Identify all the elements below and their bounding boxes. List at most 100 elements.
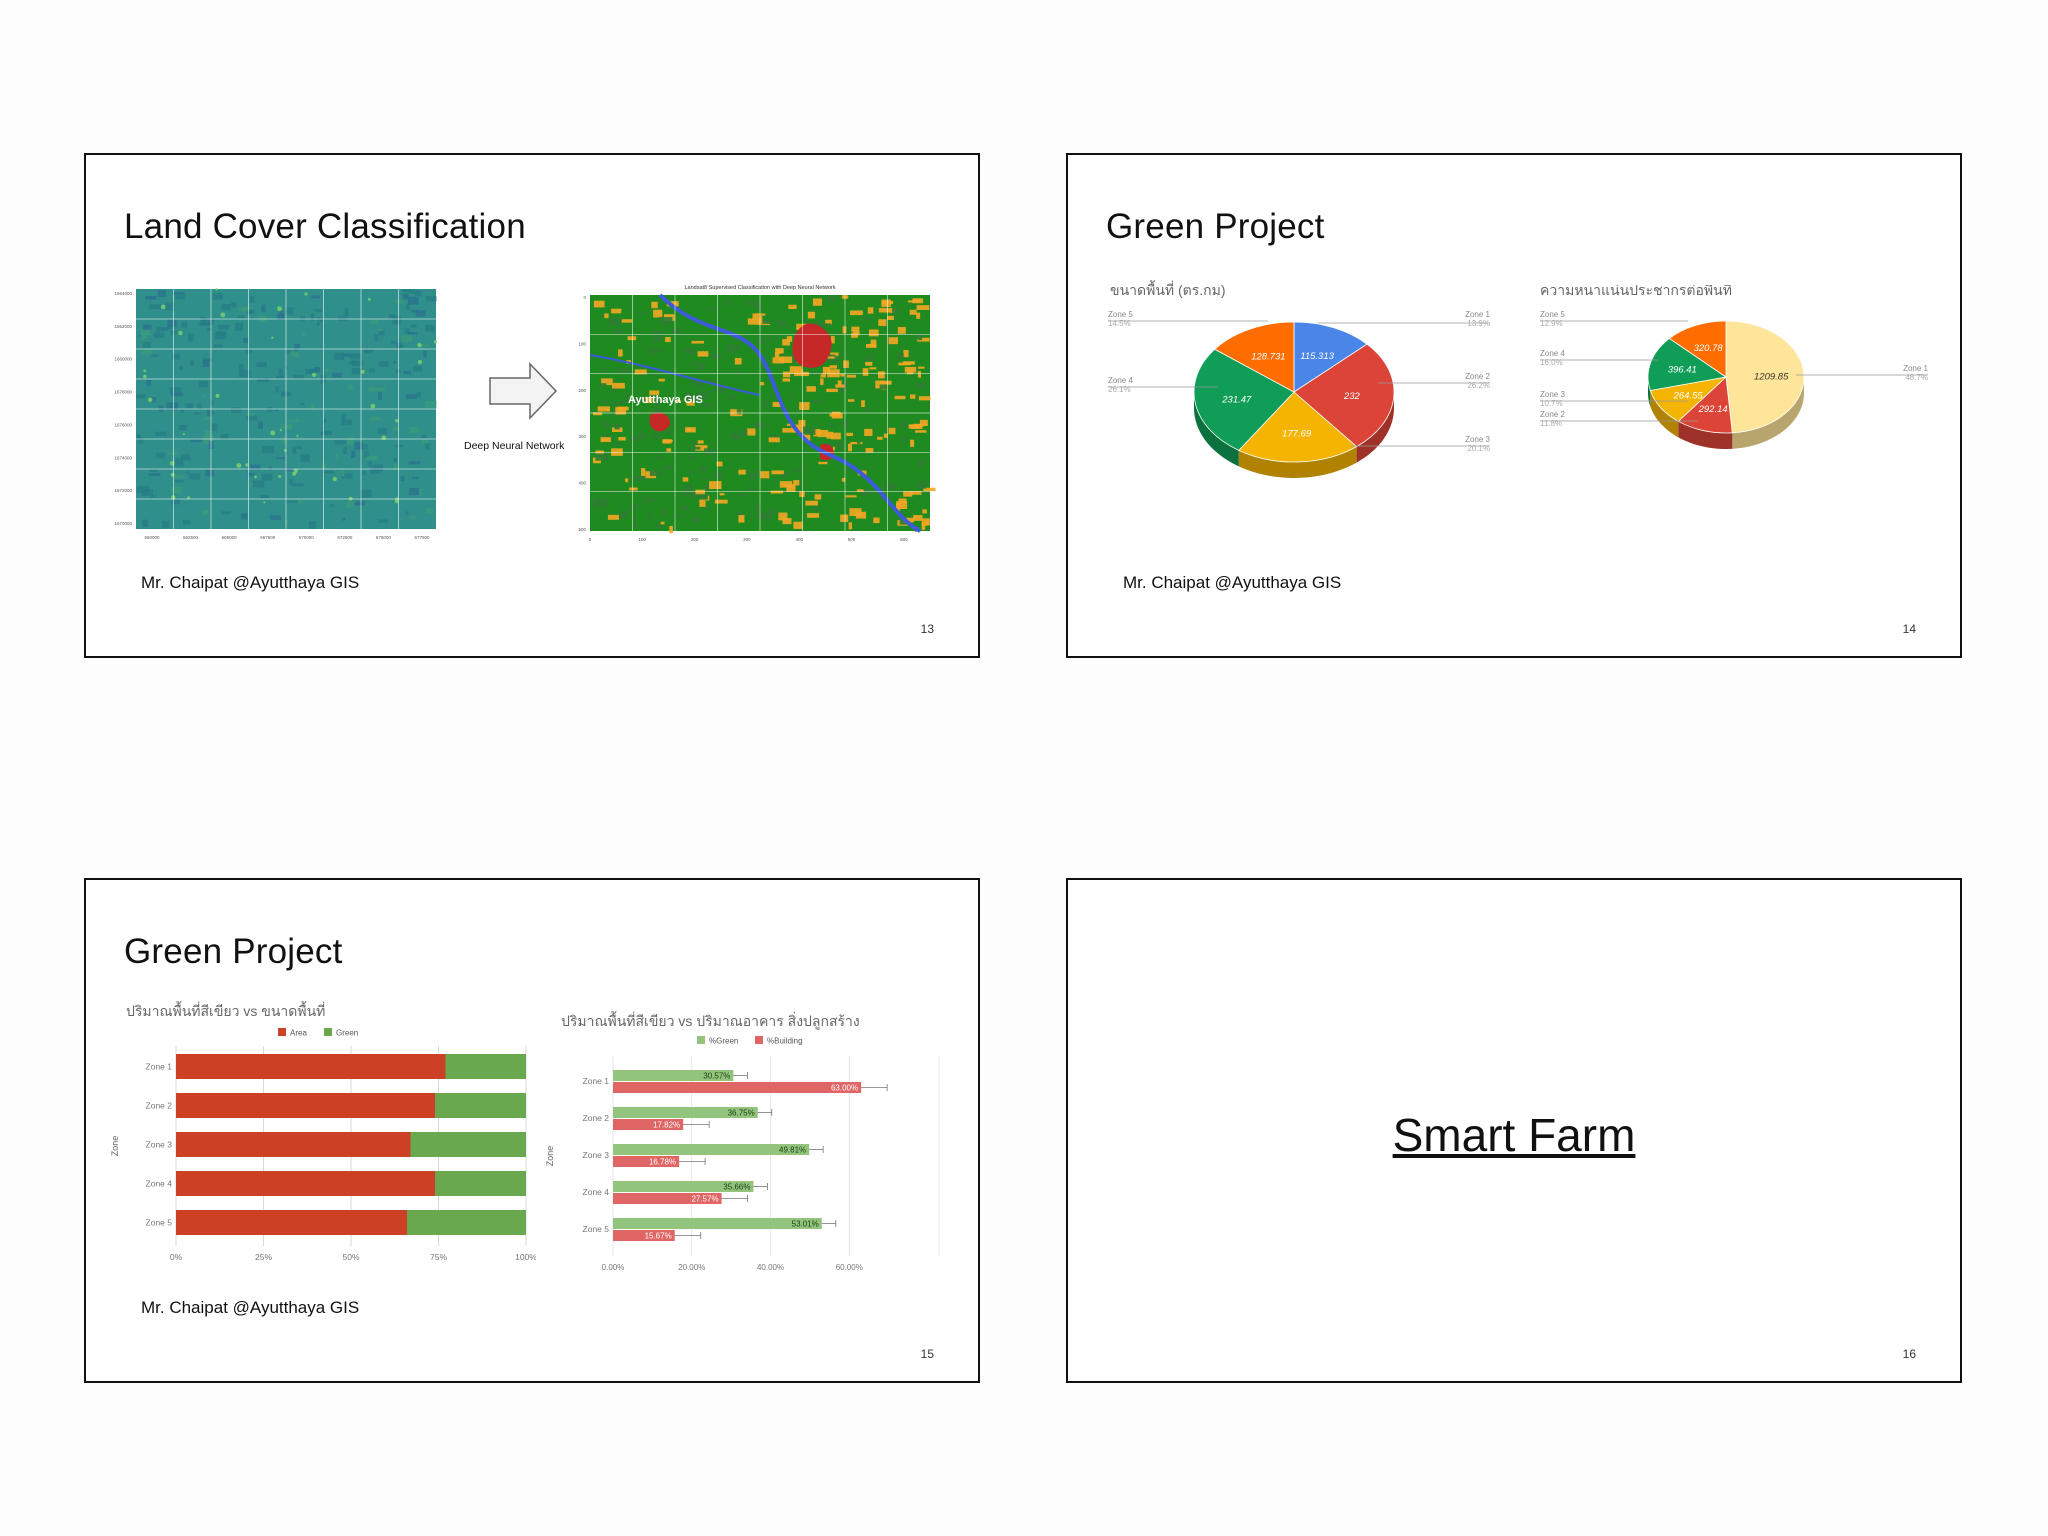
raster-texture xyxy=(281,392,290,395)
raster-x-tick: 670000 xyxy=(299,535,315,540)
chart-title: ความหนาแน่นประชากรต่อพื้นที่ xyxy=(1540,285,1732,298)
map-patch xyxy=(674,328,681,335)
raster-texture xyxy=(167,325,172,330)
raster-speck xyxy=(271,336,274,339)
map-patch xyxy=(786,484,796,492)
legend-label: Green xyxy=(336,1029,358,1038)
pie-slice-side xyxy=(1650,390,1679,438)
raster-texture xyxy=(361,470,367,476)
raster-texture xyxy=(231,407,241,413)
map-patch xyxy=(910,394,916,399)
map-patch xyxy=(647,511,651,520)
map-patch xyxy=(879,380,892,385)
raster-speck xyxy=(296,434,299,437)
category-label: Zone 5 xyxy=(146,1218,173,1228)
map-patch xyxy=(878,494,883,501)
map-y-tick: 400 xyxy=(578,481,586,486)
raster-texture xyxy=(202,359,210,367)
raster-speck xyxy=(312,372,317,378)
raster-texture xyxy=(180,408,184,413)
slide-16: Smart Farm 16 xyxy=(1066,878,1962,1383)
map-patch xyxy=(888,427,896,435)
raster-texture xyxy=(292,447,297,454)
map-patch xyxy=(846,374,856,378)
raster-texture xyxy=(332,372,342,378)
category-label: Zone 3 xyxy=(583,1150,610,1160)
raster-texture xyxy=(146,380,151,386)
pie-percent-label: 26.1% xyxy=(1108,385,1131,394)
raster-speck xyxy=(236,462,242,468)
raster-texture xyxy=(172,474,184,479)
x-tick-label: 100% xyxy=(515,1252,536,1262)
map-patch xyxy=(702,477,707,481)
raster-texture xyxy=(164,302,175,311)
raster-speck xyxy=(178,330,183,336)
raster-texture xyxy=(235,322,243,331)
raster-speck xyxy=(278,474,282,478)
map-x-tick: 400 xyxy=(795,537,803,542)
map-patch xyxy=(631,523,637,529)
map-patch xyxy=(826,295,837,303)
raster-texture xyxy=(185,471,190,474)
map-patch xyxy=(611,489,616,495)
bar xyxy=(613,1181,754,1192)
raster-speck xyxy=(395,418,399,423)
map-patch xyxy=(746,300,751,307)
raster-texture xyxy=(202,318,214,325)
raster-texture xyxy=(246,415,258,421)
map-patch xyxy=(688,492,700,498)
raster-texture xyxy=(411,309,418,313)
raster-texture xyxy=(201,394,206,397)
raster-texture xyxy=(409,487,421,495)
map-patch xyxy=(782,378,790,382)
bar-value-label: 17.82% xyxy=(653,1121,680,1130)
map-patch xyxy=(904,517,914,523)
raster-texture xyxy=(211,423,218,432)
raster-texture xyxy=(310,313,315,321)
raster-texture xyxy=(351,368,364,375)
raster-texture xyxy=(279,310,283,316)
pie-slice-side xyxy=(1678,421,1733,449)
raster-texture xyxy=(172,292,183,295)
map-patch xyxy=(873,517,880,524)
page-number: 14 xyxy=(1902,622,1916,636)
raster-texture xyxy=(421,439,430,444)
map-patch xyxy=(719,493,725,496)
map-patch xyxy=(898,362,911,366)
map-patch xyxy=(736,409,742,415)
slide-title: Land Cover Classification xyxy=(124,207,526,246)
raster-texture xyxy=(157,290,166,297)
x-tick-label: 0.00% xyxy=(602,1263,625,1272)
stacked-bar-chart: ปริมาณพื้นที่สีเขียว vs ขนาดพื้นที่ Area G… xyxy=(110,1001,536,1262)
raster-texture xyxy=(342,518,346,521)
pie-percent-label: 14.5% xyxy=(1108,319,1131,328)
raster-texture xyxy=(246,413,255,417)
pie-value-label: 396.41 xyxy=(1668,365,1697,376)
raster-texture xyxy=(142,519,149,528)
map-patch xyxy=(754,504,762,511)
raster-texture xyxy=(392,316,401,325)
raster-y-tick: 1660000 xyxy=(114,357,132,362)
map-patch xyxy=(602,433,610,438)
pie-percent-label: 13.9% xyxy=(1467,319,1490,328)
map-patch xyxy=(641,468,646,476)
raster-texture xyxy=(249,296,255,303)
raster-texture xyxy=(299,316,305,321)
raster-y-tick: 1678000 xyxy=(114,390,132,395)
raster-speck xyxy=(182,433,185,436)
raster-texture xyxy=(404,328,410,334)
raster-texture xyxy=(240,307,252,310)
urban-area xyxy=(649,412,670,432)
raster-texture xyxy=(169,387,182,394)
raster-texture xyxy=(348,360,356,365)
raster-texture xyxy=(393,361,397,364)
map-patch xyxy=(653,349,664,353)
map-patch xyxy=(707,379,716,384)
raster-texture xyxy=(240,513,248,520)
slide-title-link[interactable]: Smart Farm xyxy=(1392,1109,1636,1161)
raster-speck xyxy=(270,430,276,436)
map-patch xyxy=(653,309,663,318)
raster-texture xyxy=(188,333,194,342)
raster-texture xyxy=(256,362,267,367)
map-patch xyxy=(697,440,704,444)
